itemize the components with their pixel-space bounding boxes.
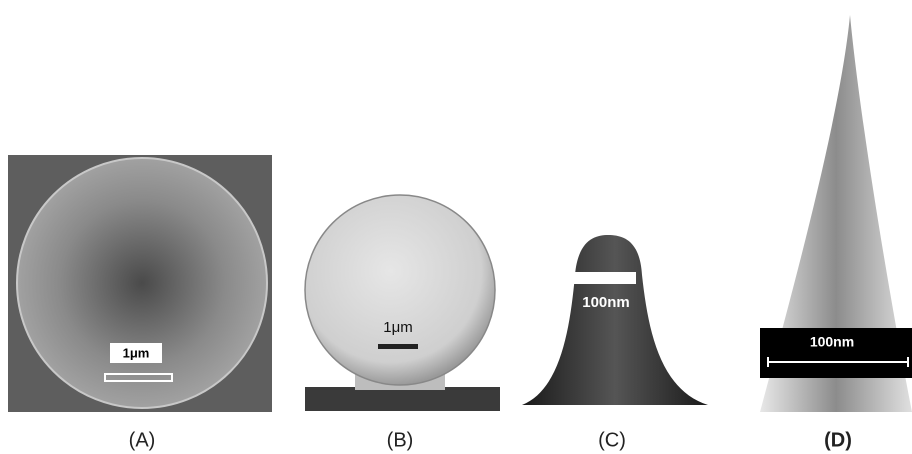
- caption: (A): [129, 429, 156, 451]
- scale-label: 100nm: [810, 334, 854, 350]
- panel-d: 100nm (D): [760, 15, 912, 451]
- substrate: [305, 387, 500, 411]
- panel-c: 100nm (C): [522, 235, 708, 451]
- scale-bar: [378, 344, 418, 349]
- scale-label: 100nm: [582, 294, 630, 311]
- sphere: [305, 195, 495, 385]
- panel-b: 1μm (B): [305, 195, 500, 451]
- tip: [522, 235, 708, 405]
- panel-a: 1μm (A): [8, 155, 272, 451]
- caption: (D): [824, 429, 852, 451]
- caption: (C): [598, 429, 626, 451]
- figure: 1μm (A) 1μm (B) 100nm (C) 100nm (D): [0, 0, 912, 454]
- caption: (B): [387, 429, 414, 451]
- scale-label: 1μm: [123, 345, 150, 360]
- scale-label: 1μm: [383, 319, 412, 336]
- scale-bar: [572, 272, 636, 284]
- sphere-top-view: [17, 158, 267, 408]
